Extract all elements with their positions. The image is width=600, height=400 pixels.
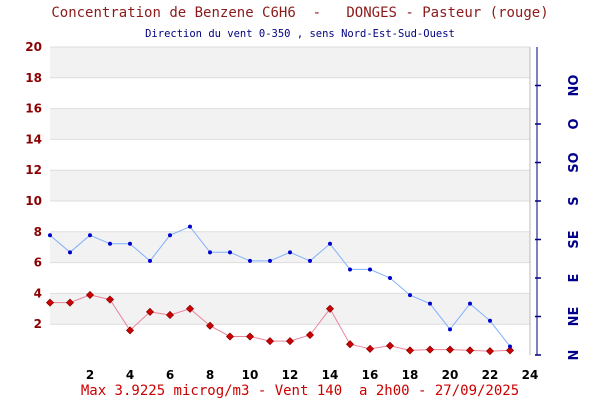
x-tick-label: 10 bbox=[242, 368, 259, 382]
wind-direction-label: NE bbox=[567, 307, 582, 327]
x-tick-label: 12 bbox=[282, 368, 299, 382]
benzene-point bbox=[465, 346, 475, 355]
x-tick-label: 20 bbox=[442, 368, 459, 382]
y-tick-label: 6 bbox=[34, 256, 42, 270]
wind-line bbox=[49, 226, 511, 347]
wind-point bbox=[288, 250, 292, 255]
benzene-point bbox=[305, 330, 315, 340]
plot-band bbox=[50, 231, 530, 263]
x-tick-label: 2 bbox=[86, 368, 94, 382]
wind-direction-label: SE bbox=[567, 230, 582, 248]
x-tick-label: 14 bbox=[322, 368, 339, 382]
benzene-point bbox=[165, 310, 175, 319]
benzene-point bbox=[205, 321, 215, 330]
chart-title: Concentration de Benzene C6H6 - DONGES -… bbox=[51, 5, 549, 21]
y-tick-label: 18 bbox=[25, 71, 42, 85]
benzene-point bbox=[265, 337, 275, 346]
benzene-point bbox=[485, 347, 495, 356]
benzene-point bbox=[125, 326, 135, 335]
wind-point bbox=[428, 301, 432, 306]
benzene-point bbox=[385, 341, 395, 350]
y-tick-label: 16 bbox=[25, 102, 42, 116]
series-markers bbox=[45, 224, 515, 356]
y-tick-label: 8 bbox=[34, 225, 42, 239]
x-tick-label: 8 bbox=[206, 368, 214, 382]
wind-direction-label: O bbox=[567, 118, 582, 129]
wind-point bbox=[108, 241, 112, 246]
wind-point bbox=[88, 233, 92, 238]
benzene-point bbox=[85, 290, 95, 299]
wind-point bbox=[168, 233, 172, 238]
plot-bands bbox=[50, 46, 530, 325]
y-tick-label: 4 bbox=[34, 286, 42, 300]
benzene-point bbox=[145, 307, 155, 316]
plot-band bbox=[50, 293, 530, 325]
benzene-point bbox=[245, 332, 255, 341]
wind-point bbox=[368, 267, 372, 272]
wind-point bbox=[408, 293, 412, 298]
wind-point bbox=[508, 344, 512, 349]
y-tick-label: 20 bbox=[25, 40, 42, 54]
benzene-point bbox=[365, 344, 375, 353]
plot-band bbox=[50, 47, 530, 78]
x-tick-label: 4 bbox=[126, 368, 134, 382]
wind-point bbox=[128, 241, 132, 246]
plot-band bbox=[50, 170, 530, 201]
wind-direction-label: E bbox=[567, 274, 582, 283]
benzene-point bbox=[405, 346, 415, 355]
plot-axes bbox=[529, 47, 541, 356]
wind-direction-label: S bbox=[567, 196, 582, 205]
wind-direction-label: NO bbox=[567, 75, 582, 97]
footer-summary: Max 3.9225 microg/m3 - Vent 140 a 2h00 -… bbox=[80, 383, 520, 399]
wind-direction-label: SO bbox=[567, 152, 582, 172]
x-tick-label: 16 bbox=[362, 368, 379, 382]
y-tick-label: 10 bbox=[25, 194, 42, 208]
wind-point bbox=[448, 327, 452, 332]
wind-point bbox=[348, 267, 352, 272]
wind-direction-label: N bbox=[567, 350, 582, 361]
x-tick-label: 18 bbox=[402, 368, 419, 382]
benzene-point bbox=[185, 304, 195, 313]
wind-point bbox=[188, 224, 192, 229]
y-tick-label: 14 bbox=[25, 132, 42, 146]
benzene-point bbox=[285, 337, 295, 346]
wind-point bbox=[268, 258, 272, 263]
wind-point bbox=[468, 301, 472, 306]
x-tick-label: 22 bbox=[482, 368, 499, 382]
wind-point bbox=[228, 250, 232, 255]
benzene-point bbox=[65, 298, 75, 307]
benzene-point bbox=[325, 304, 335, 313]
wind-point bbox=[308, 258, 312, 263]
wind-point bbox=[388, 276, 392, 280]
wind-point bbox=[48, 233, 52, 238]
wind-point bbox=[148, 258, 152, 263]
x-tick-label: 6 bbox=[166, 368, 174, 382]
wind-point bbox=[68, 250, 72, 255]
benzene-point bbox=[445, 345, 455, 354]
benzene-point bbox=[45, 298, 55, 307]
y-tick-label: 12 bbox=[25, 163, 42, 177]
plot-band bbox=[50, 108, 530, 140]
y-tick-label: 2 bbox=[34, 317, 42, 331]
benzene-point bbox=[225, 332, 235, 341]
benzene-point bbox=[425, 345, 435, 354]
benzene-point bbox=[105, 295, 115, 304]
benzene-point bbox=[345, 340, 355, 349]
wind-point bbox=[328, 241, 332, 246]
wind-point bbox=[208, 250, 212, 255]
chart-subtitle: Direction du vent 0-350 , sens Nord-Est-… bbox=[145, 28, 455, 40]
wind-point bbox=[488, 318, 492, 323]
benzene-point bbox=[505, 346, 515, 355]
x-tick-label: 24 bbox=[522, 368, 539, 382]
wind-point bbox=[248, 258, 252, 263]
